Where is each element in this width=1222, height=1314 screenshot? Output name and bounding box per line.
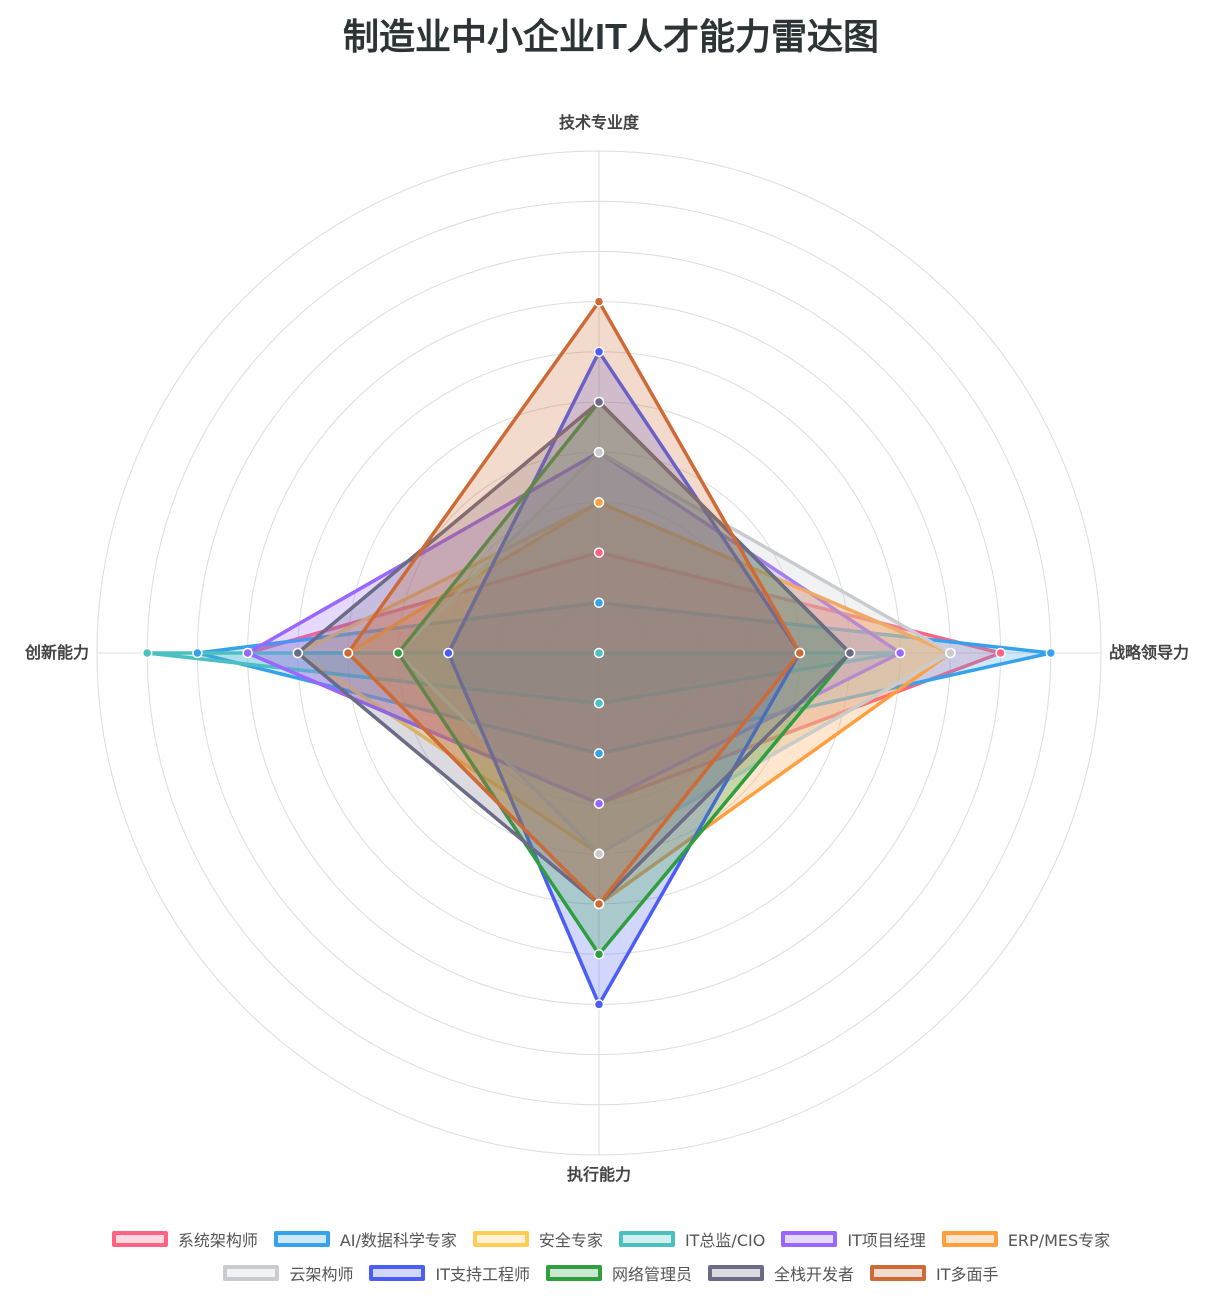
legend-swatch (870, 1265, 927, 1281)
legend-swatch (223, 1265, 280, 1281)
series-area-10 (345, 298, 802, 907)
legend-label: ERP/MES专家 (1007, 1231, 1111, 1250)
legend-label: 云架构师 (289, 1265, 354, 1284)
legend-label: AI/数据科学专家 (339, 1231, 457, 1250)
data-point[interactable] (593, 948, 605, 960)
legend-swatch (545, 1265, 602, 1281)
data-point[interactable] (443, 647, 454, 659)
axis-label: 技术专业度 (559, 113, 640, 132)
axis-label: 战略领导力 (1109, 643, 1189, 662)
legend-row: 系统架构师 AI/数据科学专家 安全专家 IT总监/CIO IT项目经理 ERP/MES专… (0, 1222, 1222, 1256)
data-point[interactable] (342, 647, 354, 659)
data-point[interactable] (192, 647, 203, 659)
data-point[interactable] (242, 647, 253, 659)
axis-label: 创新能力 (24, 643, 89, 662)
data-point[interactable] (593, 748, 605, 759)
legend-item[interactable]: ERP/MES专家 (941, 1227, 1111, 1251)
legend-label: 全栈开发者 (774, 1265, 855, 1284)
data-point[interactable] (593, 396, 605, 408)
data-point[interactable] (593, 647, 605, 659)
legend-swatch (369, 1265, 426, 1281)
data-point[interactable] (292, 647, 304, 659)
data-point[interactable] (593, 999, 605, 1010)
data-point[interactable] (945, 647, 956, 659)
data-point[interactable] (894, 647, 906, 659)
legend-label: 网络管理员 (611, 1265, 692, 1284)
data-point[interactable] (141, 647, 153, 659)
chart-legend: 系统架构师 AI/数据科学专家 安全专家 IT总监/CIO IT项目经理 ERP/MES专… (0, 1222, 1222, 1290)
legend-item[interactable]: 全栈开发者 (708, 1261, 854, 1285)
data-point[interactable] (593, 346, 605, 358)
data-point[interactable] (593, 296, 605, 307)
legend-item[interactable]: 系统架构师 (111, 1227, 258, 1251)
data-point[interactable] (593, 898, 605, 910)
data-point[interactable] (794, 647, 806, 659)
legend-swatch (273, 1231, 330, 1247)
data-point[interactable] (593, 697, 605, 709)
data-point[interactable] (593, 547, 605, 558)
chart-title: 制造业中小企业IT人才能力雷达图 (343, 16, 879, 57)
legend-item[interactable]: IT总监/CIO (618, 1227, 766, 1251)
legend-label: IT多面手 (936, 1265, 999, 1284)
legend-swatch (618, 1231, 675, 1247)
legend-item[interactable]: IT多面手 (870, 1261, 999, 1285)
legend-swatch (781, 1231, 838, 1247)
legend-label: IT总监/CIO (684, 1231, 766, 1250)
legend-row: 云架构师 IT支持工程师 网络管理员 全栈开发者 IT多面手 (0, 1256, 1222, 1290)
legend-swatch (472, 1231, 529, 1247)
legend-item[interactable]: 云架构师 (223, 1261, 353, 1285)
data-point[interactable] (593, 497, 605, 508)
radar-points-group (141, 296, 1057, 1010)
legend-swatch (941, 1231, 998, 1247)
legend-item[interactable]: AI/数据科学专家 (273, 1227, 457, 1251)
axis-label: 执行能力 (567, 1165, 631, 1184)
data-point[interactable] (593, 597, 605, 609)
legend-item[interactable]: 网络管理员 (545, 1261, 692, 1285)
data-point[interactable] (1045, 647, 1057, 659)
legend-item[interactable]: IT项目经理 (781, 1227, 926, 1251)
data-point[interactable] (995, 647, 1006, 659)
legend-swatch (111, 1231, 168, 1247)
legend-label: 系统架构师 (177, 1231, 258, 1250)
legend-label: IT支持工程师 (435, 1265, 530, 1284)
data-point[interactable] (392, 647, 404, 659)
legend-label: 安全专家 (538, 1231, 603, 1250)
data-point[interactable] (593, 848, 605, 860)
data-point[interactable] (844, 647, 856, 659)
legend-item[interactable]: IT支持工程师 (369, 1261, 530, 1285)
legend-swatch (708, 1265, 764, 1281)
legend-item[interactable]: 安全专家 (472, 1227, 603, 1251)
data-point[interactable] (593, 798, 605, 809)
data-point[interactable] (593, 446, 605, 458)
legend-label: IT项目经理 (847, 1231, 926, 1250)
